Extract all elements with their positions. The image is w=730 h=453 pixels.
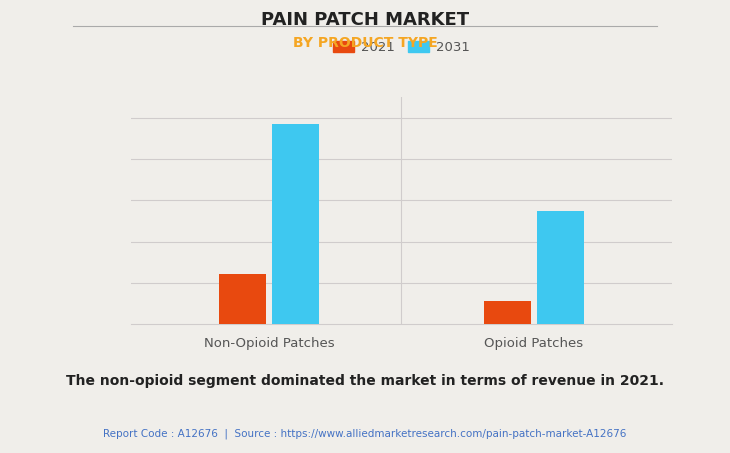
Text: PAIN PATCH MARKET: PAIN PATCH MARKET bbox=[261, 11, 469, 29]
Text: The non-opioid segment dominated the market in terms of revenue in 2021.: The non-opioid segment dominated the mar… bbox=[66, 374, 664, 388]
Bar bbox=[219, 275, 266, 324]
Bar bbox=[537, 211, 584, 324]
Bar bbox=[272, 124, 320, 324]
Bar bbox=[483, 301, 531, 324]
Text: Report Code : A12676  |  Source : https://www.alliedmarketresearch.com/pain-patc: Report Code : A12676 | Source : https://… bbox=[104, 428, 626, 439]
Legend: 2021, 2031: 2021, 2031 bbox=[328, 36, 475, 60]
Text: BY PRODUCT TYPE: BY PRODUCT TYPE bbox=[293, 36, 437, 50]
